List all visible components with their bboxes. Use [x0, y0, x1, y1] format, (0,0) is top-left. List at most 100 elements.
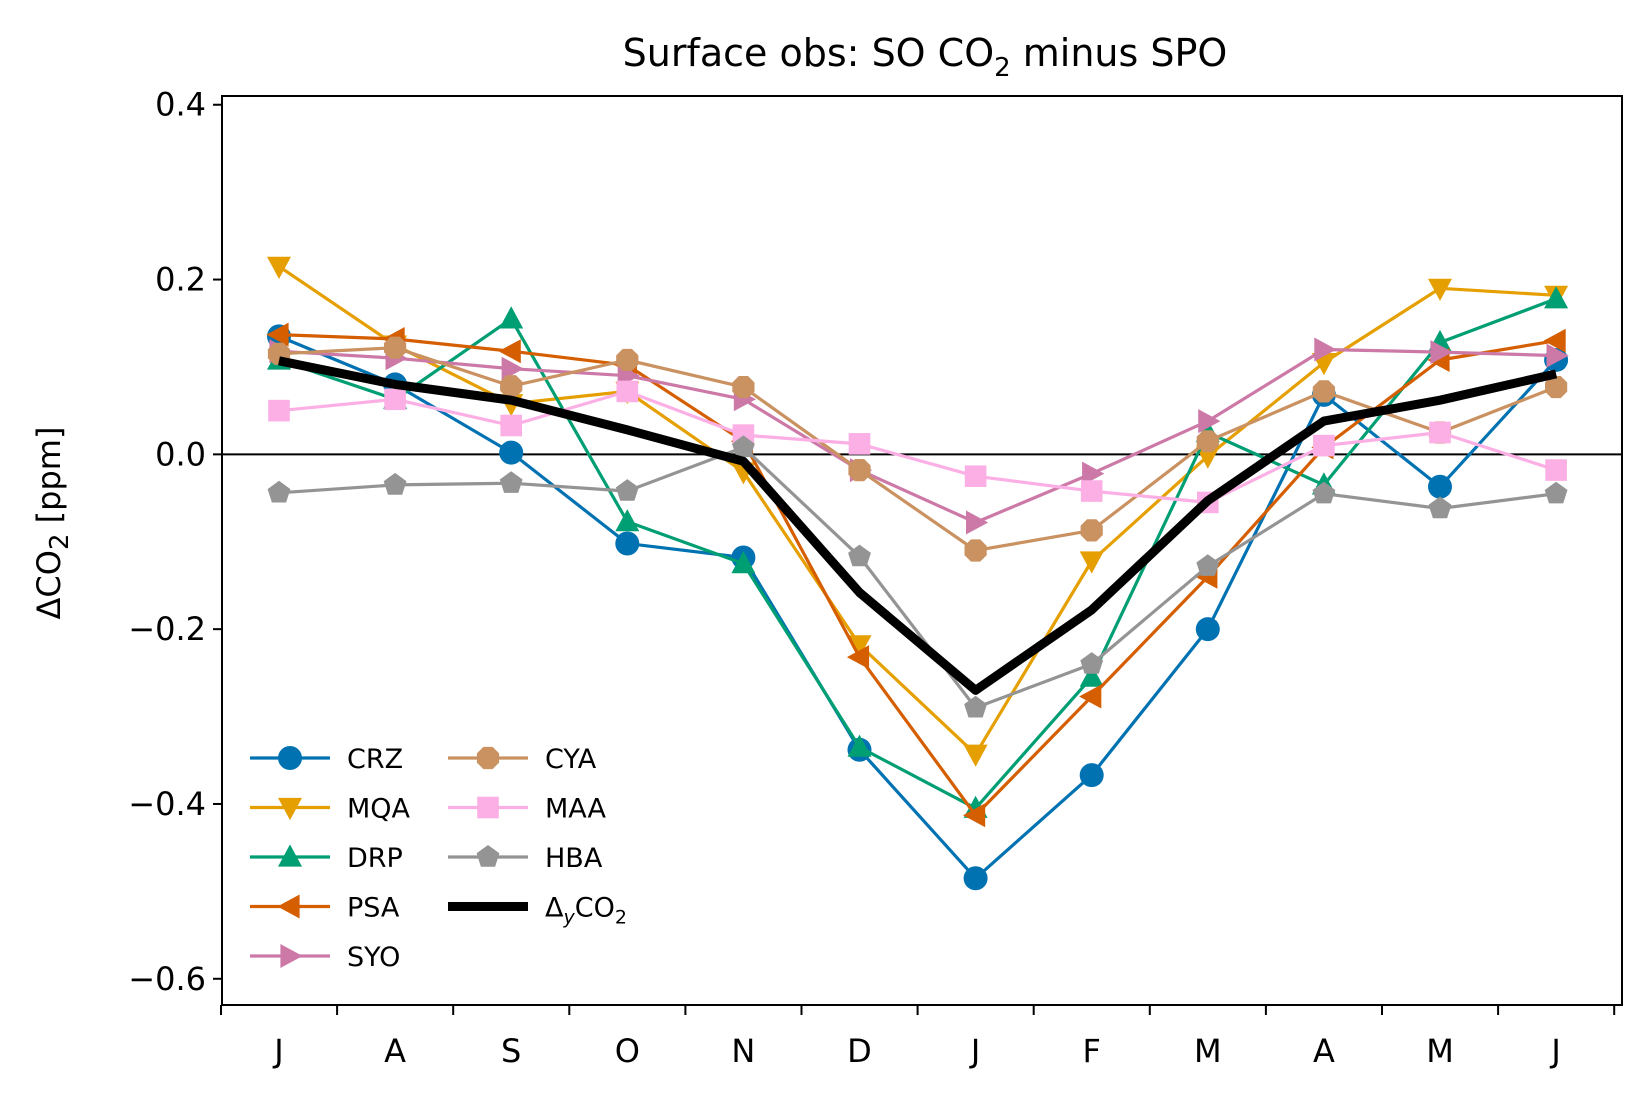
data-point — [1079, 551, 1104, 574]
data-point — [616, 348, 639, 371]
legend-marker — [278, 844, 302, 867]
data-point — [500, 414, 522, 437]
legend-marker — [278, 746, 302, 770]
data-point — [1428, 474, 1452, 499]
x-tick-label: M — [1426, 1032, 1454, 1070]
legend-item: ΔyCO2 — [448, 893, 627, 929]
legend-item: MQA — [250, 794, 411, 825]
data-point — [1428, 278, 1452, 301]
data-point — [1312, 380, 1335, 403]
legend-label: MAA — [545, 794, 607, 825]
data-point — [498, 339, 521, 364]
data-point — [268, 399, 290, 422]
data-point — [1543, 328, 1566, 353]
legend-item: SYO — [250, 942, 400, 973]
series-cya — [267, 336, 1568, 562]
legend-item: PSA — [250, 893, 400, 924]
y-tick-label: −0.6 — [128, 960, 206, 998]
data-point — [848, 544, 871, 567]
series-line — [278, 356, 1558, 695]
x-tick-label: M — [1194, 1032, 1222, 1070]
data-point — [500, 375, 523, 398]
data-point — [615, 509, 640, 532]
legend-item: HBA — [448, 843, 603, 874]
series-syo — [269, 337, 1569, 535]
data-point — [847, 734, 872, 757]
y-axis-label-subscript: 2 — [45, 533, 75, 550]
data-point — [848, 459, 871, 482]
data-point — [1195, 446, 1220, 469]
legend-marker — [477, 796, 499, 819]
data-point — [1430, 340, 1453, 365]
x-tick-label: J — [272, 1032, 283, 1070]
legend-marker — [476, 746, 500, 770]
legend-label: CRZ — [347, 744, 403, 775]
data-point — [384, 336, 407, 359]
x-tick-label: A — [384, 1032, 406, 1070]
legend-marker — [476, 845, 500, 867]
data-point — [615, 479, 639, 501]
data-point — [1544, 481, 1568, 504]
legend-label: DRP — [347, 843, 403, 874]
legend-label: SYO — [347, 942, 400, 973]
data-point — [1544, 286, 1569, 309]
y-tick-label: −0.2 — [128, 610, 206, 648]
data-point — [499, 306, 524, 329]
legend-label: CYA — [545, 744, 597, 775]
data-point — [847, 635, 872, 658]
data-point — [1080, 519, 1103, 542]
series-hba — [267, 435, 1568, 718]
data-point — [499, 471, 523, 493]
series--yco2 — [278, 356, 1558, 695]
chart-title-subscript: 2 — [994, 53, 1011, 83]
data-point — [1429, 421, 1451, 444]
data-point — [384, 388, 406, 411]
y-tick-label: 0.2 — [155, 261, 206, 299]
data-point — [1080, 480, 1103, 502]
data-point — [615, 531, 640, 556]
data-point — [383, 472, 407, 495]
data-point — [1196, 554, 1220, 576]
x-tick-label: F — [1082, 1032, 1100, 1070]
data-point — [1545, 376, 1568, 399]
legend-item: CRZ — [250, 744, 403, 775]
x-tick-label: J — [1549, 1032, 1560, 1070]
data-point — [732, 435, 755, 458]
data-point — [964, 695, 987, 718]
data-point — [846, 645, 870, 670]
axes: 0.4 0.2 0.0 −0.2 −0.4 −0.6 J A S O N D J F M A M J — [128, 86, 1616, 1070]
x-tick-label: D — [847, 1032, 872, 1070]
series-line — [278, 389, 1557, 504]
x-tick-label: O — [615, 1032, 640, 1070]
data-point — [731, 551, 756, 574]
data-point — [267, 480, 291, 503]
data-point — [1546, 343, 1569, 368]
y-tick-label: 0.0 — [155, 435, 206, 473]
y-axis-label: ΔCO2 [ppm] — [30, 427, 75, 620]
data-point — [501, 356, 524, 381]
chart-title: Surface obs: SO CO2 minus SPO — [623, 31, 1228, 83]
chart-title-main: Surface obs: SO CO — [623, 31, 994, 75]
legend-marker — [280, 944, 303, 968]
series-psa — [266, 322, 1566, 828]
data-point — [1082, 461, 1105, 486]
series-maa — [268, 380, 1567, 514]
legend-item: DRP — [250, 843, 403, 874]
data-point — [848, 433, 871, 455]
x-tick-label: J — [969, 1032, 980, 1070]
data-point — [499, 440, 524, 465]
data-point — [964, 539, 987, 562]
x-tick-label: S — [501, 1032, 521, 1070]
legend-marker — [277, 894, 300, 919]
legend-label: MQA — [347, 794, 411, 825]
data-point — [1545, 459, 1567, 481]
data-point — [1314, 337, 1337, 362]
data-point — [1428, 496, 1452, 519]
legend-item: CYA — [448, 744, 597, 775]
legend-item: MAA — [448, 794, 607, 825]
data-point — [616, 380, 639, 403]
legend-label: ΔyCO2 — [545, 893, 627, 929]
legend-label: HBA — [545, 843, 603, 874]
plot-frame — [221, 95, 1623, 1006]
